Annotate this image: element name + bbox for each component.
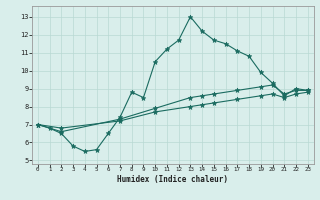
X-axis label: Humidex (Indice chaleur): Humidex (Indice chaleur) bbox=[117, 175, 228, 184]
